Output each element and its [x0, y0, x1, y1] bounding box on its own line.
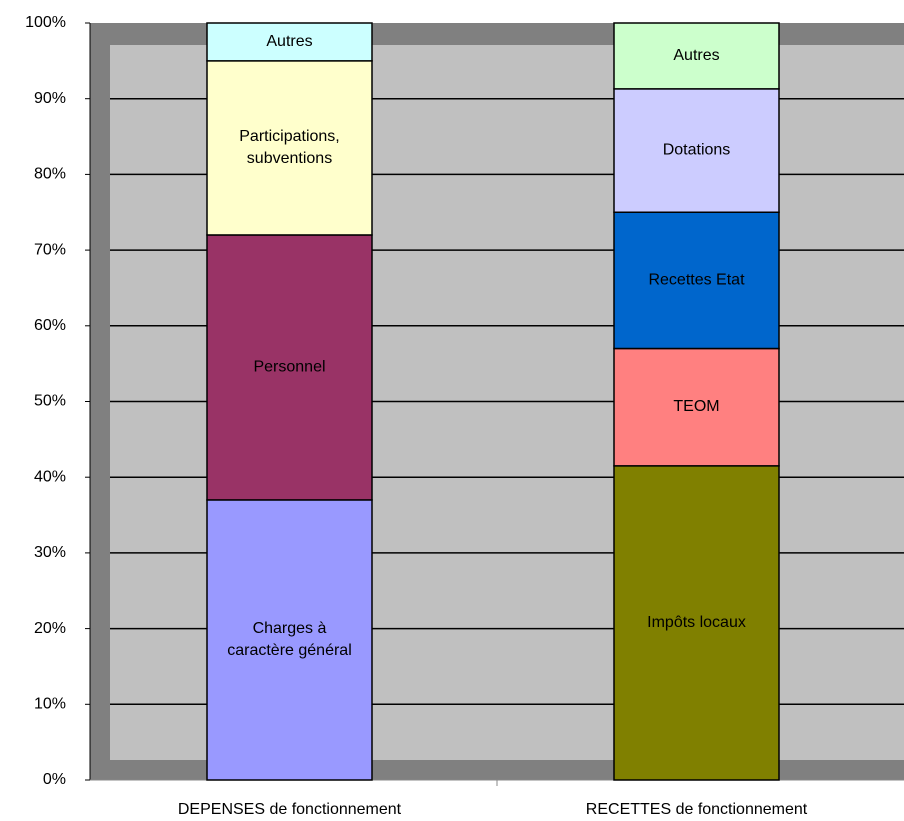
segment-label: Autres: [266, 33, 312, 50]
segment-label: Autres: [673, 47, 719, 64]
x-tick-label: RECETTES de fonctionnement: [586, 801, 808, 818]
y-tick-label: 0%: [43, 771, 66, 788]
y-tick-label: 20%: [34, 620, 66, 637]
segment-label: Impôts locaux: [647, 614, 746, 631]
bar-segment: [613, 465, 780, 781]
bar-segment: [206, 499, 373, 781]
bar-segment: [206, 22, 373, 62]
y-tick-label: 70%: [34, 241, 66, 258]
y-tick-label: 40%: [34, 468, 66, 485]
bar-segment: [613, 22, 780, 90]
segment-label: TEOM: [673, 398, 719, 415]
y-tick-label: 60%: [34, 317, 66, 334]
bar-segment: [206, 234, 373, 501]
bar-segment: [206, 60, 373, 236]
segment-label: Dotations: [663, 142, 731, 159]
bar-segment: [613, 347, 780, 467]
segment-label: Recettes Etat: [648, 272, 745, 289]
y-tick-label: 50%: [34, 393, 66, 410]
y-tick-label: 90%: [34, 90, 66, 107]
x-tick-label: DEPENSES de fonctionnement: [178, 801, 402, 818]
y-tick-label: 100%: [25, 14, 66, 31]
y-tick-label: 80%: [34, 166, 66, 183]
segment-label: Personnel: [253, 359, 325, 376]
segment-label: Charges à caractère général: [227, 620, 352, 659]
y-tick-label: 10%: [34, 696, 66, 713]
y-tick-label: 30%: [34, 544, 66, 561]
bar-segment: [613, 211, 780, 350]
bar-segment: [613, 88, 780, 213]
segment-label: Participations, subventions: [239, 128, 340, 167]
